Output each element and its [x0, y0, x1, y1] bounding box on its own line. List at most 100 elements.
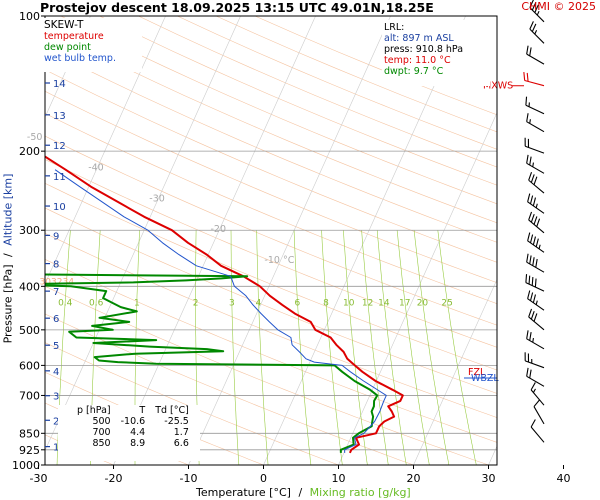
wind-barb-flag: [529, 292, 534, 301]
wind-barb-flag: [529, 332, 532, 341]
altitude-tick-label: 8: [53, 260, 59, 271]
legend-temperature: temperature: [44, 31, 104, 42]
wind-barb-flag: [527, 232, 531, 241]
wind-barb-flag: [533, 176, 538, 185]
wind-barbs: MXWS: [483, 0, 545, 443]
wind-barb-flag: [531, 277, 534, 286]
y-tick-label: 925: [19, 444, 40, 457]
wind-barb-staff: [530, 426, 545, 443]
mixing-ratio-label: 10: [343, 298, 355, 308]
wind-barb: [528, 211, 545, 234]
mixing-ratio-label: 20: [417, 298, 429, 308]
fzl-label: FZL: [468, 367, 486, 378]
wind-barb-flag: [535, 238, 539, 247]
wind-barb-flag: [527, 353, 530, 363]
lrl-temp: temp: 11.0 °C: [384, 55, 451, 66]
isotherm: [263, 16, 466, 465]
legend-dew-point: dew point: [44, 42, 91, 53]
wind-barb: [528, 308, 545, 331]
summary-header: Td [°C]: [155, 405, 189, 416]
wind-barb: [526, 45, 545, 65]
wind-barb-half: [536, 10, 540, 16]
wind-barb-flag: [525, 96, 528, 106]
wind-barb: [528, 172, 545, 194]
x-axis-title-mixing: Mixing ratio [g/kg]: [309, 486, 411, 499]
wind-barb: [525, 274, 545, 292]
wbzl-label: WBZL: [471, 373, 499, 384]
wind-barb-flag: [532, 236, 537, 245]
summary-row: 500 -10.6 -25.5: [72, 416, 194, 427]
dry-adiabat: [45, 182, 497, 371]
mixing-ratio-label: 2: [193, 298, 199, 308]
y-tick-label: 300: [19, 224, 40, 237]
altitude-tick-label: 5: [53, 341, 59, 352]
mixing-ratio-line: [230, 230, 240, 465]
wind-barb-flag: [527, 138, 530, 148]
mixing-ratio-line: [56, 230, 71, 465]
wind-barb-flag: [528, 308, 533, 318]
summary-cell: 6.6: [173, 438, 189, 449]
mixing-ratio-label: 12: [362, 298, 373, 308]
y-axis-title-pressure: Pressure [hPa]: [1, 264, 15, 344]
wind-barb-flag: [533, 313, 538, 322]
summary-header: p [hPa]: [77, 405, 111, 416]
dry-adiabat: [45, 232, 497, 418]
wind-barb-flag: [530, 419, 536, 428]
summary-row: 700 4.4 1.7: [72, 427, 194, 438]
mixing-ratio-line: [396, 230, 430, 465]
wind-barb-flag: [529, 47, 532, 56]
summary-cell: -25.5: [164, 416, 189, 427]
isotherm-label: -10 °C: [264, 255, 294, 266]
wind-barb-flag: [529, 195, 534, 204]
wind-barb: [526, 367, 545, 387]
isotherm-label: -40: [88, 163, 104, 174]
dry-adiabat: [99, 16, 497, 186]
wind-barb-flag: [535, 258, 538, 268]
y-tick-label: 1000: [12, 459, 40, 472]
wind-barb-half: [535, 203, 538, 208]
mixing-ratio-label: 8: [323, 298, 329, 308]
y-tick-label: 400: [19, 280, 40, 293]
isotherm: [113, 16, 316, 465]
y-tick-label: 100: [19, 10, 40, 23]
wind-barb-flag: [536, 218, 541, 227]
altitude-tick-label: 10: [53, 202, 66, 213]
wind-barb-flag: [529, 156, 532, 166]
x-axis-title: Temperature [°C] / Mixing ratio [g/kg]: [196, 486, 411, 499]
wind-barb-flag: [528, 211, 533, 221]
dry-adiabat: [45, 135, 497, 326]
isotherm: [188, 16, 391, 465]
wind-barb-flag: [533, 399, 540, 407]
summary-table: p [hPa] T Td [°C] 500 -10.6 -25.5 700 4.…: [58, 405, 200, 461]
wind-barb-half: [535, 300, 538, 305]
wind-barb-flag: [529, 0, 534, 8]
wind-barb-flag: [526, 154, 529, 164]
x-tick-label: 40: [557, 472, 571, 485]
y-axis-title-altitude: Altitude [km]: [1, 173, 15, 246]
legend-wet-bulb: wet bulb temp.: [44, 53, 116, 64]
isotherm: [413, 278, 497, 465]
wind-barb-flag: [529, 21, 534, 30]
mixing-ratio-label: 1: [134, 298, 140, 308]
credit-text: CHMI © 2025: [521, 0, 596, 13]
x-axis-title-separator: /: [298, 486, 303, 499]
lrl-info: LRL: alt: 897 m ASL press: 910.8 hPa tem…: [382, 20, 490, 86]
wind-barb-half: [532, 388, 536, 393]
isotherm-label: -50: [27, 132, 43, 143]
wind-barb-flag: [529, 369, 532, 379]
altitude-tick-label: 12: [53, 141, 66, 152]
summary-cell: 8.9: [130, 438, 146, 449]
wind-barb-flag: [530, 382, 536, 391]
altitude-tick-label: 6: [53, 314, 59, 325]
wind-barb-half: [531, 358, 533, 364]
series-wet-bulb-temp: [54, 169, 387, 453]
dry-adiabat: [45, 159, 497, 348]
mixing-ratio-line: [413, 230, 450, 465]
summary-cell: 700: [92, 427, 111, 438]
lrl-press: press: 910.8 hPa: [384, 44, 464, 55]
x-tick-label: 30: [482, 472, 496, 485]
isotherm: [45, 16, 166, 285]
wind-barb-flag: [532, 294, 537, 303]
mixing-ratio-label: 3: [229, 298, 235, 308]
